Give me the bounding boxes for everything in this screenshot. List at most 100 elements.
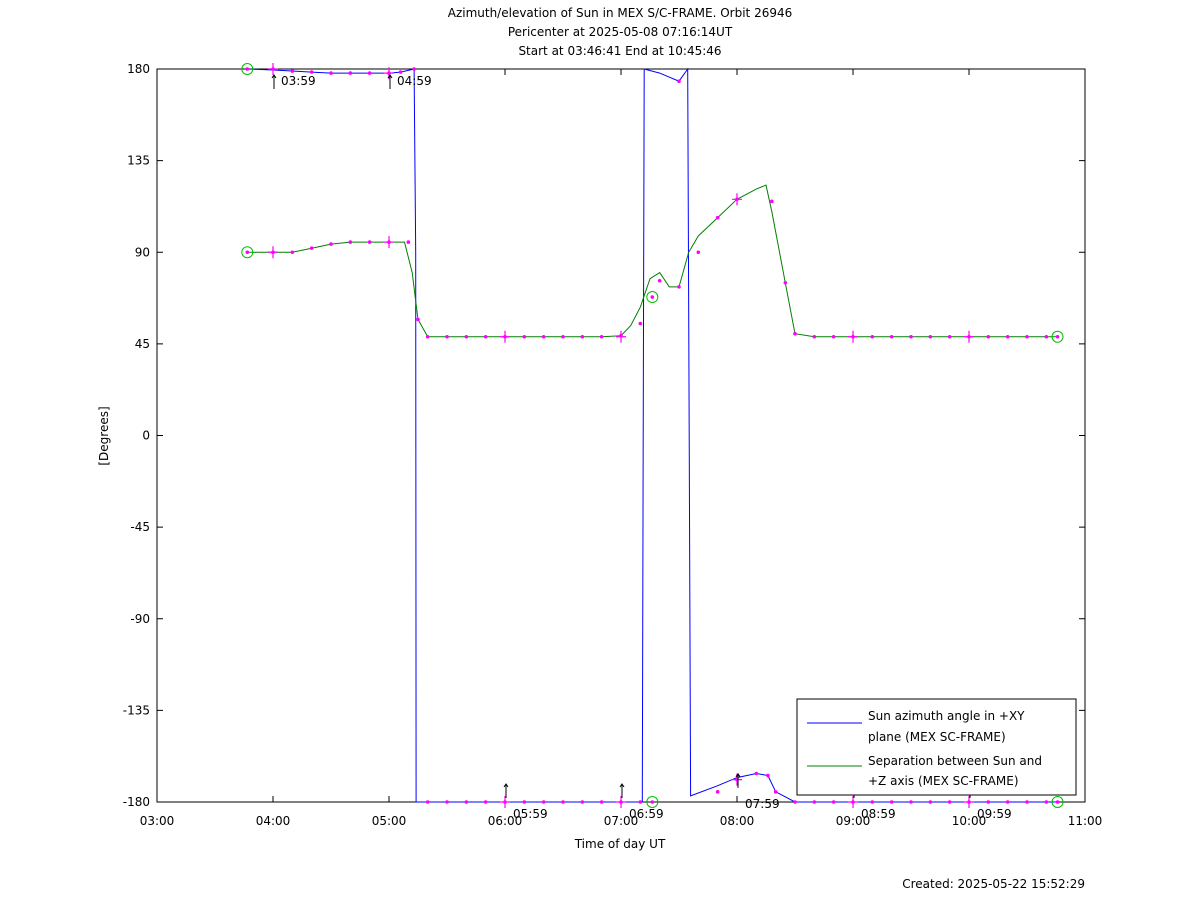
data-point-marker — [812, 334, 817, 339]
annotation-label: 07:59 — [745, 797, 780, 811]
legend-label-separation-2: +Z axis (MEX SC-FRAME) — [868, 774, 1019, 788]
data-point-marker — [928, 334, 933, 339]
annotation-label: 05:59 — [513, 807, 548, 821]
y-tick-label: -90 — [130, 612, 150, 626]
annotation-label: 03:59 — [281, 74, 316, 88]
hour-cross-marker — [848, 330, 858, 343]
x-tick-label: 09:00 — [836, 814, 871, 828]
data-point-marker — [986, 334, 991, 339]
y-tick-label: 180 — [127, 62, 150, 76]
y-tick-label: -180 — [123, 795, 150, 809]
start-end-center — [1055, 800, 1060, 804]
title-line-2: Pericenter at 2025-05-08 07:16:14UT — [508, 25, 733, 39]
data-point-marker — [638, 800, 643, 804]
start-end-marker — [241, 246, 254, 259]
annotation-arrow-head — [503, 783, 509, 788]
data-point-marker — [425, 334, 430, 339]
series-line-separation — [247, 184, 1058, 338]
data-point-marker — [412, 67, 416, 71]
chart-title: Azimuth/elevation of Sun in MEX S/C-FRAM… — [448, 6, 793, 58]
legend-label-azimuth-1: Sun azimuth angle in +XY — [868, 709, 1025, 723]
legend: Sun azimuth angle in +XY plane (MEX SC-F… — [796, 698, 1077, 796]
hour-cross-marker — [268, 246, 278, 259]
y-axis-label: [Degrees] — [97, 406, 111, 465]
data-point-marker — [329, 242, 333, 246]
data-point-marker — [522, 800, 527, 804]
series-layer — [247, 67, 1058, 803]
hour-cross-marker — [964, 796, 974, 808]
x-tick-label: 06:00 — [488, 814, 523, 828]
data-point-marker — [329, 71, 333, 75]
data-point-marker — [580, 800, 585, 804]
data-point-marker — [783, 280, 788, 285]
x-tick-label: 07:00 — [604, 814, 639, 828]
annotation-arrow-head — [271, 74, 277, 79]
data-point-marker — [367, 240, 372, 244]
data-point-marker — [766, 773, 770, 778]
marker-layer — [241, 63, 1064, 808]
data-point-marker — [599, 334, 604, 339]
start-end-center — [245, 67, 250, 71]
data-point-marker — [425, 800, 430, 804]
data-point-marker — [522, 334, 527, 339]
annotation-layer: 03:59 04:59 05:59 06:59 07:59 08:59 09:59 — [271, 74, 1012, 821]
data-point-marker — [870, 334, 875, 339]
hour-cross-marker — [616, 796, 626, 808]
x-tick-label: 10:00 — [952, 814, 987, 828]
legend-box — [796, 698, 1077, 796]
start-end-marker — [1051, 796, 1064, 808]
hour-cross-marker — [500, 330, 510, 343]
data-point-marker — [561, 334, 565, 339]
data-point-marker — [657, 278, 662, 283]
data-point-marker — [947, 800, 952, 804]
data-point-marker — [483, 334, 488, 339]
x-tick-label: 08:00 — [720, 814, 755, 828]
data-point-marker — [416, 317, 420, 322]
start-end-marker — [646, 291, 659, 304]
data-point-marker — [309, 70, 314, 74]
data-point-marker — [580, 334, 585, 339]
data-point-marker — [754, 771, 759, 776]
legend-label-separation-1: Separation between Sun and — [868, 754, 1042, 768]
hour-cross-marker — [732, 193, 742, 206]
data-point-marker — [483, 800, 488, 804]
data-point-marker — [561, 800, 565, 804]
data-point-marker — [1005, 334, 1010, 339]
data-point-marker — [870, 800, 875, 804]
start-end-marker — [1051, 330, 1064, 343]
start-end-center — [245, 250, 250, 255]
data-point-marker — [398, 70, 403, 74]
data-point-marker — [367, 71, 372, 75]
x-tick-label: 05:00 — [372, 814, 407, 828]
hour-cross-marker — [616, 330, 626, 343]
data-point-marker — [309, 246, 314, 250]
y-tick-label: 90 — [135, 245, 150, 259]
hour-cross-marker — [848, 796, 858, 808]
x-axis-label: Time of day UT — [574, 837, 666, 851]
data-point-marker — [909, 334, 913, 339]
data-point-marker — [831, 334, 836, 339]
data-point-marker — [348, 240, 353, 244]
data-point-marker — [1044, 334, 1049, 339]
data-point-marker — [831, 800, 836, 804]
data-point-marker — [1005, 800, 1010, 804]
data-point-marker — [445, 334, 449, 339]
annotation-label: 06:59 — [629, 807, 664, 821]
y-tick-label: -45 — [130, 520, 150, 534]
start-end-marker — [646, 796, 659, 808]
data-point-marker — [928, 800, 933, 804]
data-point-marker — [290, 69, 295, 73]
title-line-3: Start at 03:46:41 End at 10:45:46 — [518, 44, 721, 58]
annotation-label: 04:59 — [397, 74, 432, 88]
data-point-marker — [464, 800, 469, 804]
data-point-marker — [773, 790, 778, 794]
annotation-label: 08:59 — [861, 807, 896, 821]
data-point-marker — [1025, 334, 1029, 339]
x-tick-label: 04:00 — [256, 814, 291, 828]
data-point-marker — [677, 285, 681, 289]
annotation-arrow-head — [735, 772, 741, 778]
data-point-marker — [986, 800, 991, 804]
annotation-label: 09:59 — [977, 807, 1012, 821]
data-point-marker — [793, 331, 797, 336]
hour-cross-marker — [268, 63, 278, 75]
